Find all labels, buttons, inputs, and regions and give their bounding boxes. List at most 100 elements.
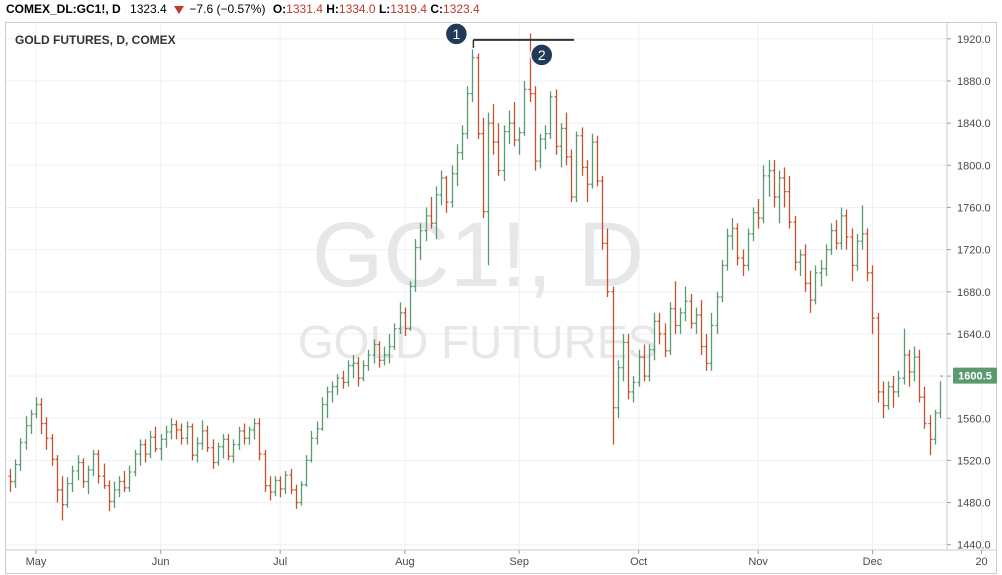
ohlc-bar [50, 434, 55, 466]
ohlc-bar [304, 455, 309, 487]
ohlc-bar [273, 476, 278, 497]
ohlc-bar [133, 449, 138, 477]
ohlc-bar [44, 417, 49, 450]
ohlc-bar [294, 484, 299, 509]
last-price-tag-label: 1600.5 [958, 371, 992, 383]
ohlc-bar [595, 135, 600, 187]
y-tick-label: 1520.0 [957, 455, 991, 467]
ohlc-bar [13, 459, 18, 488]
ohlc-bar [928, 415, 933, 456]
ohlc-bar [18, 438, 23, 471]
y-tick-label: 1440.0 [957, 540, 991, 552]
ohlc-bar [621, 333, 626, 382]
open-value: 1331.4 [286, 2, 323, 16]
ohlc-bar [522, 80, 527, 136]
ohlc-bar [689, 293, 694, 329]
close-label: C: [430, 2, 443, 16]
ohlc-bar [289, 468, 294, 495]
ohlc-bar [637, 349, 642, 387]
ohlc-bar [616, 360, 621, 419]
ohlc-bar [117, 476, 122, 498]
ohlc-bar [663, 323, 668, 358]
ohlc-bar [850, 228, 855, 282]
watermark: GC1!, D GOLD FUTURES [298, 204, 658, 368]
y-tick-label: 1560.0 [957, 413, 991, 425]
ohlc-bar [502, 125, 507, 182]
ohlc-bar [387, 333, 392, 364]
ohlc-bar [143, 439, 148, 463]
x-tick-label: Dec [863, 556, 883, 568]
symbol-name: COMEX_DL:GC1!, D [6, 2, 121, 16]
ohlc-bar [808, 270, 813, 313]
ohlc-bar [34, 397, 39, 419]
ohlc-bar [704, 333, 709, 371]
low-value: 1319.4 [390, 2, 427, 16]
y-tick-label: 1680.0 [957, 287, 991, 299]
ohlc-bar [159, 434, 164, 461]
ohlc-bar [356, 357, 361, 387]
ohlc-bar [65, 477, 70, 508]
ohlc-bar [829, 223, 834, 255]
ohlc-bar [819, 260, 824, 287]
ohlc-bar [767, 160, 772, 197]
ohlc-bars [8, 33, 943, 521]
ohlc-bar [844, 209, 849, 250]
ohlc-bar [325, 386, 330, 419]
ohlc-bar [315, 421, 320, 445]
ohlc-bar [335, 373, 340, 396]
ohlc-bar [29, 409, 34, 435]
ohlc-bar [465, 86, 470, 139]
x-tick-label: Jul [273, 556, 287, 568]
price-axis: 1440.01480.01520.01560.01600.01640.01680… [947, 34, 991, 552]
ohlc-bar [309, 430, 314, 463]
ohlc-bar [320, 397, 325, 431]
ohlc-bar [533, 86, 538, 171]
ohlc-bar [341, 370, 346, 389]
ohlc-bar [517, 127, 522, 155]
low-label: L: [378, 2, 391, 16]
ohlc-bar [803, 244, 808, 292]
ohlc-bar [169, 418, 174, 440]
ohlc-bar [70, 465, 75, 493]
ohlc-bar [24, 416, 29, 450]
annotation-marker [444, 22, 469, 46]
y-tick-label: 1880.0 [957, 76, 991, 88]
ohlc-bar [413, 239, 418, 292]
ohlc-bar [216, 442, 221, 466]
ohlc-bar [798, 249, 803, 276]
ohlc-bar [185, 421, 190, 445]
ohlc-bar [439, 170, 444, 206]
ohlc-bar [205, 425, 210, 452]
ohlc-bar [460, 125, 465, 161]
ohlc-bar [652, 312, 657, 361]
ohlc-bar [896, 370, 901, 398]
ohlc-bar [107, 480, 112, 512]
ohlc-bar [278, 476, 283, 498]
ohlc-bar [122, 470, 127, 493]
x-tick-label: Nov [748, 556, 768, 568]
ohlc-bar [813, 265, 818, 305]
ohlc-bar [642, 344, 647, 382]
chart-panel[interactable] [5, 22, 997, 574]
y-tick-label: 1840.0 [957, 118, 991, 130]
ohlc-bar [112, 481, 117, 508]
ohlc-bar [476, 53, 481, 139]
ohlc-bar [756, 199, 761, 229]
ohlc-bar [496, 123, 501, 176]
y-tick-label: 1800.0 [957, 160, 991, 172]
ohlc-bar [351, 355, 356, 379]
ohlc-bar [600, 175, 605, 250]
ohlc-bar [424, 207, 429, 242]
ohlc-bar [299, 481, 304, 506]
ohlc-bar [673, 281, 678, 334]
ohlc-bar [741, 249, 746, 276]
ohlc-bar [782, 167, 787, 208]
y-tick-label: 1920.0 [957, 34, 991, 46]
ohlc-bar [247, 426, 252, 445]
ohlc-bar [528, 33, 533, 103]
ohlc-bar [81, 458, 86, 488]
ohlc-bar [76, 455, 81, 481]
price-change: −7.6 (−0.57%) [189, 2, 266, 16]
ohlc-bar [605, 228, 610, 298]
